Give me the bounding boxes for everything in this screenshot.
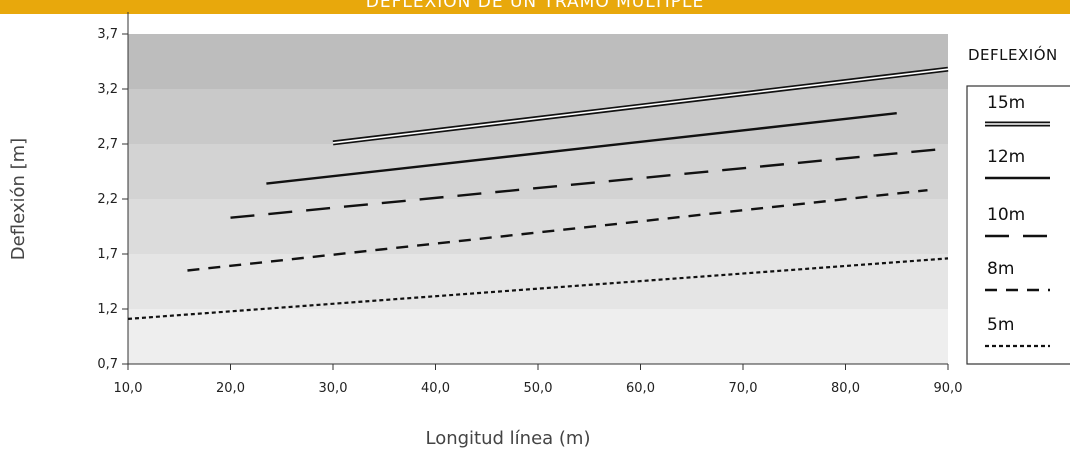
- x-tick-label: 30,0: [319, 381, 348, 396]
- legend-label-8m: 8m: [987, 259, 1014, 279]
- x-tick-label: 10,0: [114, 381, 143, 396]
- y-tick-label: 3,7: [97, 27, 118, 42]
- x-tick-label: 50,0: [524, 381, 553, 396]
- y-tick-label: 3,2: [97, 82, 118, 97]
- legend-title: DEFLEXIÓN: [968, 45, 1058, 64]
- y-tick-label: 1,7: [97, 247, 118, 262]
- background-band: [128, 34, 948, 89]
- legend-label-10m: 10m: [987, 205, 1025, 225]
- series-line-8m: [187, 189, 928, 272]
- chart-title: DEFLEXIÓN DE UN TRAMO MÚLTIPLE: [365, 0, 705, 12]
- y-tick-label: 2,7: [97, 137, 118, 152]
- x-tick-label: 20,0: [216, 381, 245, 396]
- x-tick-label: 80,0: [831, 381, 860, 396]
- x-tick-label: 60,0: [626, 381, 655, 396]
- x-tick-label: 40,0: [421, 381, 450, 396]
- series-line-stroke: [230, 147, 949, 219]
- series-line-10m: [230, 147, 949, 219]
- x-tick-label: 70,0: [729, 381, 758, 396]
- series-line-12m: [266, 112, 897, 185]
- legend-label-12m: 12m: [987, 147, 1025, 167]
- background-band: [128, 199, 948, 254]
- x-axis-label: Longitud línea (m): [426, 428, 591, 449]
- legend-label-5m: 5m: [987, 315, 1014, 335]
- series-line-stroke: [187, 189, 928, 272]
- y-tick-label: 0,7: [97, 357, 118, 372]
- series-line-15m: [332, 66, 949, 146]
- legend-box: [966, 85, 1070, 365]
- background-band: [128, 309, 948, 364]
- series-line-inner: [332, 68, 949, 144]
- y-tick-label: 1,2: [97, 302, 118, 317]
- x-tick-label: 90,0: [934, 381, 963, 396]
- y-axis-label: Deflexión [m]: [8, 138, 29, 260]
- series-line-stroke: [266, 112, 897, 185]
- y-tick-label: 2,2: [97, 192, 118, 207]
- title-bar: DEFLEXIÓN DE UN TRAMO MÚLTIPLE: [0, 0, 1070, 14]
- background-band: [128, 254, 948, 309]
- legend-label-15m: 15m: [987, 93, 1025, 113]
